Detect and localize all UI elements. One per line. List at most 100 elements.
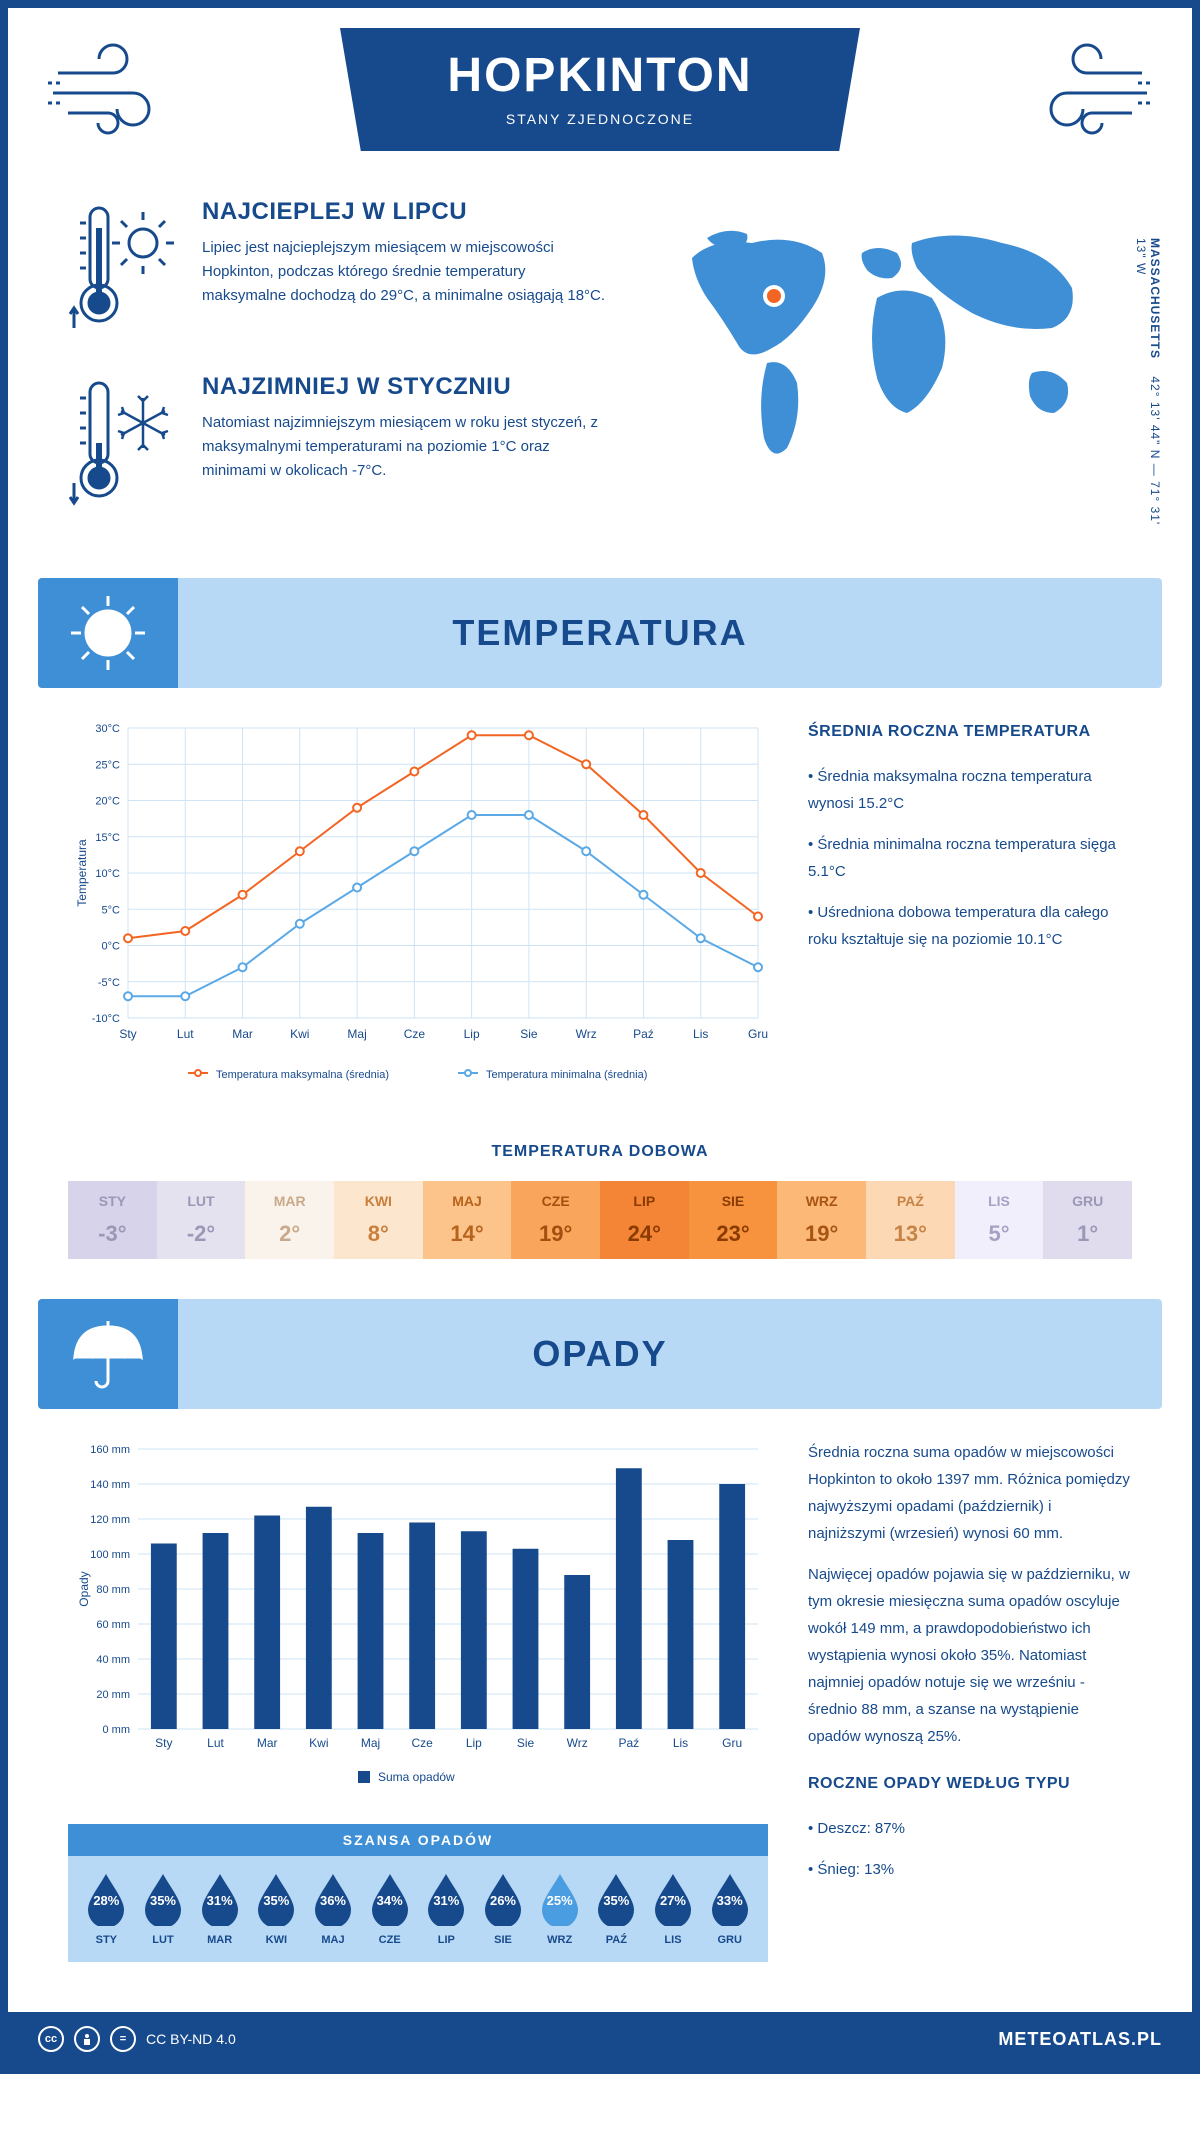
rain-chance-month: KWI	[248, 1934, 305, 1946]
month-cell: LUT -2°	[157, 1181, 246, 1259]
rain-chance-value: 35%	[263, 1893, 289, 1908]
svg-text:Wrz: Wrz	[576, 1027, 597, 1041]
rain-chance-month: LUT	[135, 1934, 192, 1946]
rain-chance-cell: 33% GRU	[701, 1872, 758, 1946]
month-cell: WRZ 19°	[777, 1181, 866, 1259]
by-icon	[74, 2026, 100, 2052]
raindrop-icon: 35%	[594, 1872, 638, 1926]
month-cell: LIP 24°	[600, 1181, 689, 1259]
rain-chance-value: 34%	[377, 1893, 403, 1908]
world-map: MASSACHUSETTS 42° 13' 44" N — 71° 31' 13…	[652, 198, 1132, 548]
svg-text:Mar: Mar	[257, 1736, 278, 1750]
rain-summary: Średnia roczna suma opadów w miejscowośc…	[808, 1439, 1132, 1982]
raindrop-icon: 35%	[254, 1872, 298, 1926]
svg-text:5°C: 5°C	[102, 904, 121, 916]
rain-chance-month: LIP	[418, 1934, 475, 1946]
svg-text:20 mm: 20 mm	[96, 1689, 130, 1701]
rain-chance-title: SZANSA OPADÓW	[68, 1824, 768, 1856]
svg-text:-10°C: -10°C	[92, 1013, 120, 1025]
svg-text:25°C: 25°C	[95, 759, 120, 771]
rain-chart-row: 0 mm20 mm40 mm60 mm80 mm100 mm120 mm140 …	[8, 1409, 1192, 2012]
warmest-text: Lipiec jest najcieplejszym miesiącem w m…	[202, 236, 612, 308]
rain-section-header: OPADY	[38, 1299, 1162, 1409]
raindrop-icon: 27%	[651, 1872, 695, 1926]
month-cell: PAŹ 13°	[866, 1181, 955, 1259]
svg-text:Sty: Sty	[119, 1027, 136, 1041]
month-cell: STY -3°	[68, 1181, 157, 1259]
svg-text:Temperatura minimalna (średnia: Temperatura minimalna (średnia)	[486, 1069, 647, 1081]
svg-text:Temperatura maksymalna (średni: Temperatura maksymalna (średnia)	[216, 1069, 389, 1081]
svg-text:Paź: Paź	[633, 1027, 654, 1041]
rain-para: Najwięcej opadów pojawia się w październ…	[808, 1561, 1132, 1750]
month-abbr: KWI	[334, 1193, 423, 1209]
month-abbr: CZE	[511, 1193, 600, 1209]
svg-text:0°C: 0°C	[102, 941, 121, 953]
month-cell: GRU 1°	[1043, 1181, 1132, 1259]
svg-text:80 mm: 80 mm	[96, 1584, 130, 1596]
raindrop-icon: 33%	[708, 1872, 752, 1926]
month-abbr: LIS	[955, 1193, 1044, 1209]
cc-icon: cc	[38, 2026, 64, 2052]
month-temp: 19°	[777, 1221, 866, 1247]
svg-text:160 mm: 160 mm	[90, 1444, 130, 1456]
rain-chance-value: 35%	[603, 1893, 629, 1908]
umbrella-icon	[38, 1299, 178, 1409]
temp-summary-title: ŚREDNIA ROCZNA TEMPERATURA	[808, 718, 1132, 747]
rain-chance-cell: 35% KWI	[248, 1872, 305, 1946]
rain-bar-chart: 0 mm20 mm40 mm60 mm80 mm100 mm120 mm140 …	[68, 1439, 768, 1982]
warmest-block: NAJCIEPLEJ W LIPCU Lipiec jest najcieple…	[68, 198, 612, 343]
svg-text:140 mm: 140 mm	[90, 1479, 130, 1491]
footer: cc = CC BY-ND 4.0 METEOATLAS.PL	[8, 2012, 1192, 2066]
rain-chance-month: STY	[78, 1934, 135, 1946]
svg-text:Lip: Lip	[464, 1027, 480, 1041]
rain-chance-month: SIE	[475, 1934, 532, 1946]
svg-text:30°C: 30°C	[95, 723, 120, 735]
rain-chance-value: 26%	[490, 1893, 516, 1908]
rain-chance-cell: 31% MAR	[191, 1872, 248, 1946]
license-text: CC BY-ND 4.0	[146, 2031, 236, 2047]
month-temp: 24°	[600, 1221, 689, 1247]
rain-type-title: ROCZNE OPADY WEDŁUG TYPU	[808, 1770, 1132, 1799]
month-cell: SIE 23°	[689, 1181, 778, 1259]
rain-chance-value: 31%	[207, 1893, 233, 1908]
month-abbr: GRU	[1043, 1193, 1132, 1209]
svg-text:Suma opadów: Suma opadów	[378, 1770, 455, 1784]
svg-text:120 mm: 120 mm	[90, 1514, 130, 1526]
thermometer-snow-icon	[68, 373, 178, 518]
svg-text:Sie: Sie	[520, 1027, 538, 1041]
svg-text:Temperatura: Temperatura	[75, 839, 89, 907]
rain-chance-month: MAJ	[305, 1934, 362, 1946]
rain-chance-value: 33%	[717, 1893, 743, 1908]
month-temp: 2°	[245, 1221, 334, 1247]
svg-text:Lut: Lut	[207, 1736, 224, 1750]
coldest-title: NAJZIMNIEJ W STYCZNIU	[202, 373, 612, 401]
svg-text:40 mm: 40 mm	[96, 1654, 130, 1666]
svg-text:100 mm: 100 mm	[90, 1549, 130, 1561]
raindrop-icon: 31%	[198, 1872, 242, 1926]
month-abbr: MAJ	[423, 1193, 512, 1209]
license-block: cc = CC BY-ND 4.0	[38, 2026, 236, 2052]
svg-text:Kwi: Kwi	[309, 1736, 328, 1750]
rain-chance-month: LIS	[645, 1934, 702, 1946]
svg-text:Lut: Lut	[177, 1027, 194, 1041]
svg-text:Wrz: Wrz	[567, 1736, 588, 1750]
page-subtitle: STANY ZJEDNOCZONE	[420, 111, 780, 127]
temp-bullet: • Średnia maksymalna roczna temperatura …	[808, 763, 1132, 817]
month-abbr: LUT	[157, 1193, 246, 1209]
month-temp: 8°	[334, 1221, 423, 1247]
temp-bullet: • Średnia minimalna roczna temperatura s…	[808, 831, 1132, 885]
raindrop-icon: 28%	[84, 1872, 128, 1926]
svg-text:Sty: Sty	[155, 1736, 172, 1750]
svg-text:Gru: Gru	[748, 1027, 768, 1041]
intro-text-column: NAJCIEPLEJ W LIPCU Lipiec jest najcieple…	[68, 198, 612, 548]
rain-chance-cell: 27% LIS	[645, 1872, 702, 1946]
svg-text:Lip: Lip	[466, 1736, 482, 1750]
month-temp: 14°	[423, 1221, 512, 1247]
rain-chance-cell: 25% WRZ	[531, 1872, 588, 1946]
daily-temp-title: TEMPERATURA DOBOWA	[68, 1143, 1132, 1161]
month-cell: KWI 8°	[334, 1181, 423, 1259]
month-cell: CZE 19°	[511, 1181, 600, 1259]
coldest-text: Natomiast najzimniejszym miesiącem w rok…	[202, 411, 612, 483]
rain-chance-month: PAŹ	[588, 1934, 645, 1946]
temp-line-chart: -10°C-5°C0°C5°C10°C15°C20°C25°C30°CStyLu…	[68, 718, 768, 1103]
